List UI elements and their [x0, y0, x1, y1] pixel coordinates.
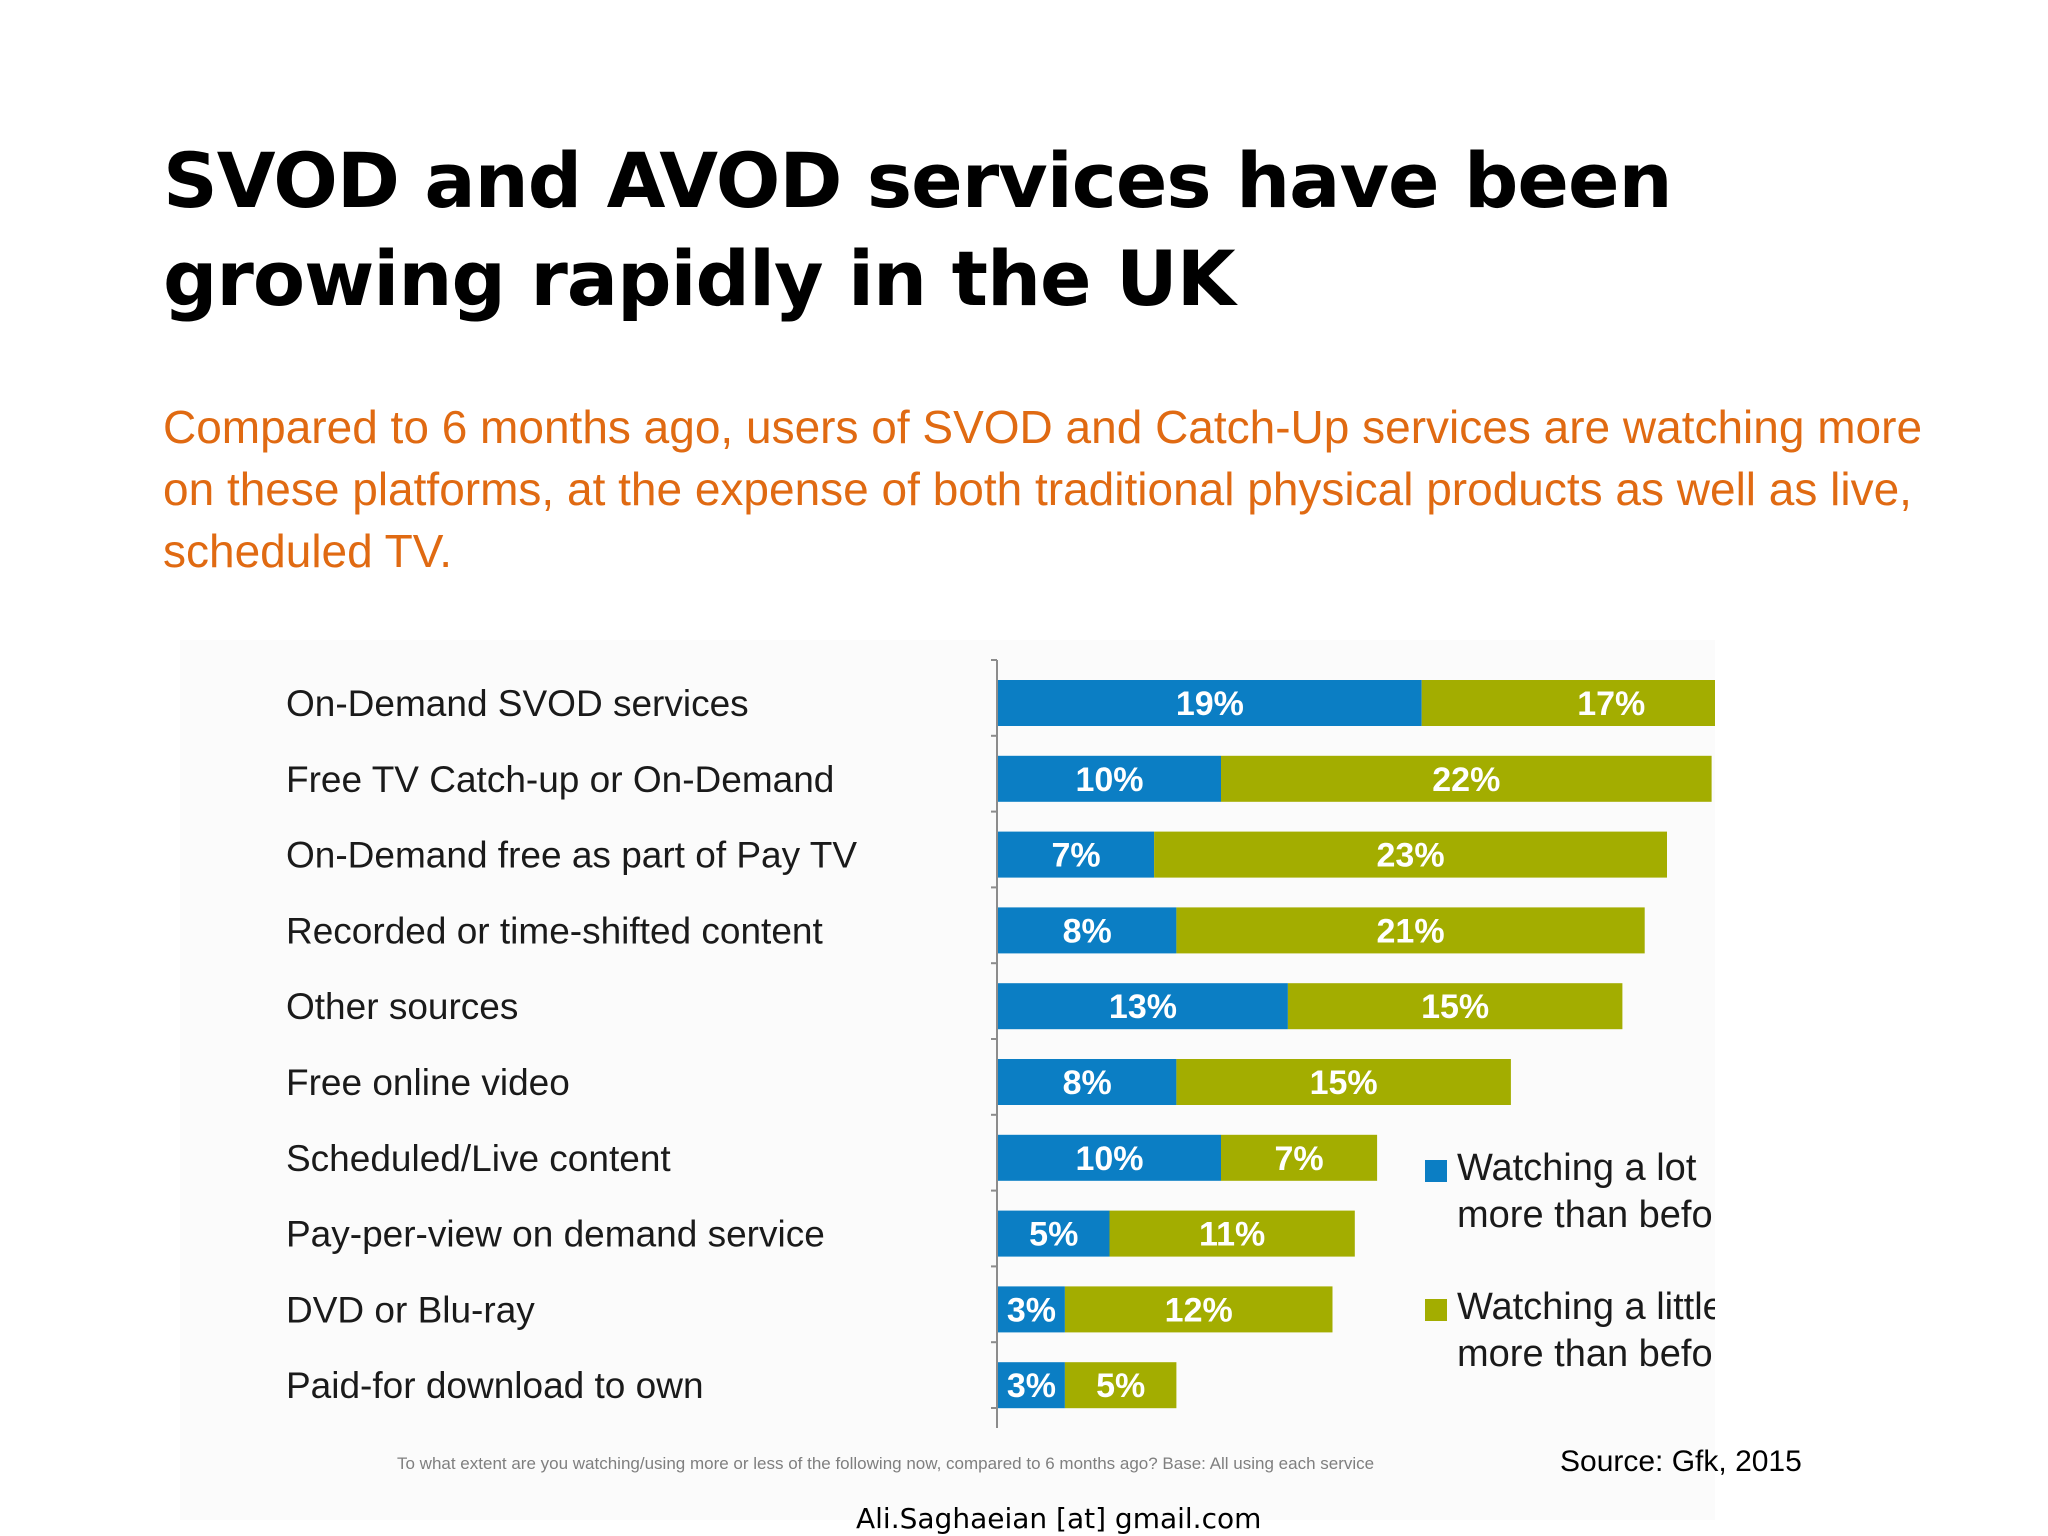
slide-subtitle: Compared to 6 months ago, users of SVOD …	[163, 401, 1923, 577]
data-label: 19%	[1176, 685, 1244, 723]
bar-segment-a-little-more	[1221, 755, 1712, 802]
bar-segment-a-little-more	[1176, 1059, 1511, 1105]
bar-segment-a-lot-more	[998, 831, 1155, 878]
legend-swatch-a-lot-more	[1425, 1160, 1447, 1182]
bar-segment-a-little-more	[1064, 1362, 1177, 1409]
data-label: 8%	[1063, 1064, 1112, 1102]
bar-segment-a-lot-more	[998, 755, 1221, 802]
category-label: On-Demand free as part of Pay TV	[286, 835, 857, 876]
bar-segment-a-lot-more	[998, 1362, 1065, 1409]
category-label: Paid-for download to own	[286, 1365, 704, 1406]
category-label: On-Demand SVOD services	[286, 683, 749, 724]
bar-segment-a-little-more	[1421, 680, 1715, 726]
bar-segment-a-lot-more	[998, 1210, 1110, 1257]
bar-segment-a-lot-more	[998, 1059, 1177, 1105]
legend-label: more than before	[1457, 1333, 1715, 1375]
legend-swatch-a-little-more	[1425, 1299, 1447, 1321]
category-label: Scheduled/Live content	[286, 1138, 671, 1179]
survey-question-footnote: To what extent are you watching/using mo…	[397, 1454, 1375, 1473]
data-label: 15%	[1310, 1064, 1378, 1102]
data-label: 21%	[1377, 912, 1445, 950]
category-label: Pay-per-view on demand service	[286, 1214, 825, 1255]
category-label: Recorded or time-shifted content	[286, 910, 823, 951]
bar-segment-a-little-more	[1221, 1134, 1378, 1181]
category-label: Free online video	[286, 1062, 570, 1103]
data-label: 17%	[1577, 685, 1645, 723]
bar-segment-a-little-more	[1154, 831, 1667, 878]
data-label: 15%	[1421, 988, 1489, 1026]
author-credit: Ali.Saghaeian [at] gmail.com	[856, 1502, 1262, 1535]
legend-label: Watching a lot	[1457, 1147, 1697, 1189]
bar-segment-a-little-more	[1176, 907, 1645, 954]
data-label: 3%	[1007, 1367, 1056, 1405]
bar-segment-a-little-more	[1287, 983, 1623, 1030]
bar-segment-a-lot-more	[998, 680, 1422, 726]
bar-segment-a-little-more	[1064, 1286, 1333, 1333]
stacked-bar-chart: On-Demand SVOD services 19% 17% Free TV Cat…	[286, 659, 1715, 1428]
data-label: 22%	[1432, 761, 1500, 799]
data-label: 10%	[1075, 761, 1143, 799]
data-label: 10%	[1075, 1140, 1143, 1178]
source-note: Source: Gfk, 2015	[1560, 1445, 1802, 1478]
data-label: 13%	[1109, 988, 1177, 1026]
bar-segment-a-lot-more	[998, 983, 1288, 1030]
legend-label: more than before	[1457, 1194, 1715, 1236]
data-label: 8%	[1063, 912, 1112, 950]
data-label: 5%	[1096, 1367, 1145, 1405]
bar-segment-a-lot-more	[998, 1286, 1065, 1333]
data-label: 5%	[1029, 1216, 1078, 1254]
category-label: Other sources	[286, 986, 518, 1027]
chart-panel: On-Demand SVOD services 19% 17% Free TV Cat…	[180, 640, 1715, 1520]
data-label: 23%	[1377, 837, 1445, 875]
data-label: 11%	[1199, 1216, 1265, 1254]
category-label: DVD or Blu-ray	[286, 1289, 535, 1330]
slide-title: SVOD and AVOD services have been growing…	[163, 136, 1673, 323]
data-label: 3%	[1007, 1291, 1056, 1329]
data-label: 7%	[1274, 1140, 1323, 1178]
data-label: 7%	[1051, 837, 1100, 875]
category-label: Free TV Catch-up or On-Demand	[286, 759, 834, 800]
legend-label: Watching a little	[1457, 1286, 1715, 1328]
bar-segment-a-lot-more	[998, 907, 1177, 954]
data-label: 12%	[1165, 1291, 1233, 1329]
bar-segment-a-little-more	[1109, 1210, 1355, 1257]
bar-segment-a-lot-more	[998, 1134, 1221, 1181]
